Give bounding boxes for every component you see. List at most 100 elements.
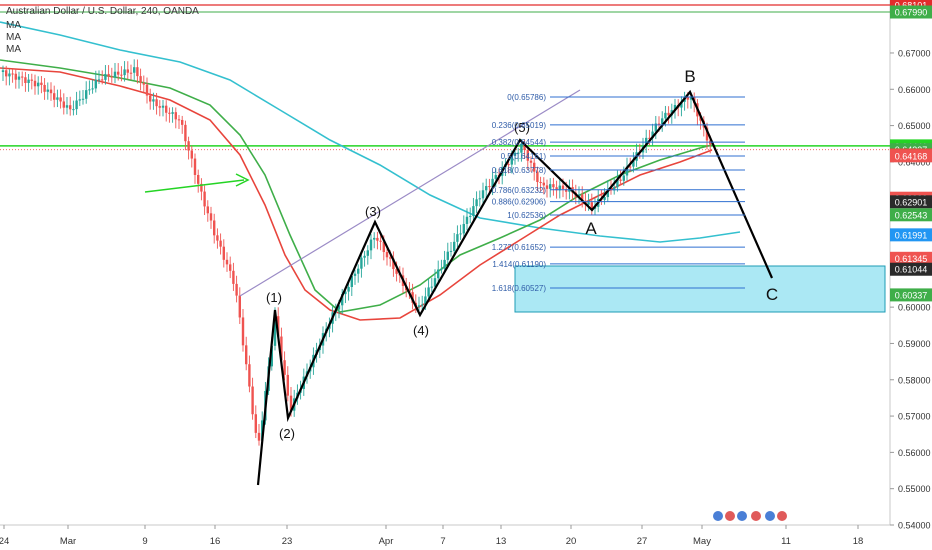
candle-body [5,70,8,77]
x-tick-label: May [693,536,711,547]
candle-body [350,275,353,287]
candle-body [200,183,203,192]
wave-label-3: (3) [365,204,381,219]
candle-body [449,250,453,252]
candle-body [222,246,225,260]
candle-body [680,101,683,108]
y-tick-label: 0.64000 [898,157,931,167]
candle-body [117,71,120,75]
candle-body [197,174,200,184]
candle-body [113,71,117,78]
candle-body [462,223,465,234]
y-tick-label: 0.56000 [898,448,931,458]
candle-body [1,70,5,72]
ma-line-green [0,59,713,313]
price-tag-bg [890,195,932,209]
candle-body [257,432,261,441]
candle-body [421,304,424,306]
candle-body [216,235,219,241]
candle-body [40,82,43,85]
candle-body [520,143,523,153]
candle-body [443,259,446,269]
price-tag-text: 0.61991 [895,230,928,240]
candle-body [494,175,497,179]
candle-body [491,178,494,188]
candle-body [379,240,382,242]
x-tick-label: 27 [637,536,648,547]
candle-body [353,273,357,276]
candle-body [606,189,609,198]
x-tick-label: 13 [496,536,507,547]
candle-body [187,141,190,151]
candle-body [81,98,85,100]
candle-body [110,76,113,78]
candle-body [280,336,283,361]
ma-legend-2[interactable]: MA [6,32,21,43]
y-tick-label: 0.54000 [898,521,931,531]
candle-body [142,82,145,85]
fib-level-label: 0.236(0.65019) [492,121,547,130]
candle-body [513,152,517,156]
candle-body [555,187,558,191]
fib-level-label: 0.382(0.64544) [492,138,547,147]
ma-legend-3[interactable]: MA [6,44,21,55]
candle-body [152,99,155,102]
y-tick-label: 0.67000 [898,48,931,58]
candle-body [136,67,139,77]
ma-legend-1[interactable]: MA [6,20,21,31]
candle-body [366,250,369,256]
candle-body [235,283,238,296]
x-tick-label: 16 [210,536,221,547]
candle-body [529,160,533,163]
candle-body [523,143,526,151]
candle-body [430,286,433,288]
x-tick-label: Apr [379,536,394,547]
candle-body [206,206,209,214]
price-tag-bg [890,251,932,265]
ma-line-red [0,67,713,321]
candle-body [107,73,110,77]
candle-body [75,100,78,110]
candle-body [533,162,536,172]
candle-body [289,395,293,411]
price-tag-text: 0.60337 [895,290,928,300]
candle-body [539,182,542,184]
projection-arrow [144,179,245,193]
candle-body [465,216,469,224]
candle-body [168,112,171,114]
candle-body [657,123,661,125]
candle-body [24,77,27,84]
price-tag-text: 0.62543 [895,210,928,220]
candle-body [85,90,88,99]
candle-body [369,239,373,251]
candle-body [145,84,149,96]
candle-body [341,294,344,306]
candle-body [49,89,53,94]
candle-body [373,237,376,240]
candle-body [155,99,158,107]
candle-body [629,166,632,168]
x-tick-label: 24 [0,536,9,547]
candle-body [472,206,475,216]
candle-body [424,296,427,305]
candle-body [385,252,389,258]
candle-body [161,105,165,108]
candle-body [177,119,181,121]
candle-body [453,241,456,251]
fib-level-label: 0.618(0.63778) [492,166,547,175]
candle-body [577,194,581,197]
price-tag-bg [890,208,932,222]
candle-body [37,82,40,87]
candle-body [481,190,485,199]
candle-body [27,79,30,84]
fib-level-label: 0.886(0.62906) [492,198,547,207]
candle-body [59,97,62,102]
candle-body [65,105,69,108]
price-tag-bg [890,149,932,163]
candle-body [427,287,430,297]
projection-arrow-head [235,173,250,187]
fib-level-label: 1.618(0.60527) [492,284,547,293]
candle-body [549,184,552,189]
candle-body [174,112,177,120]
